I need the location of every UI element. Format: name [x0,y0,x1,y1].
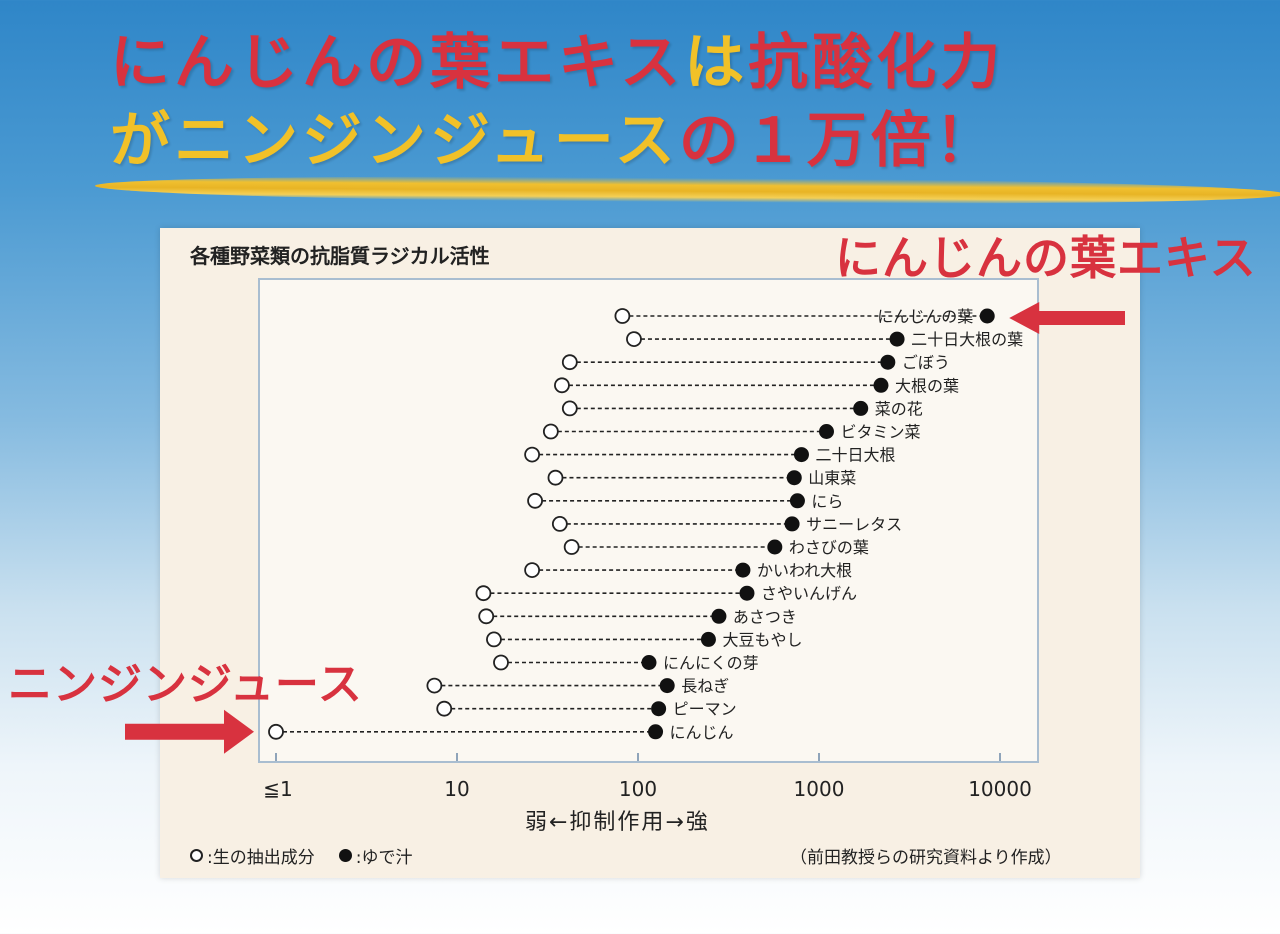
vegetable-label: ごぼう [902,353,950,372]
vegetable-label: かいわれ大根 [757,561,852,580]
boiled-point [711,608,727,624]
x-axis-label: 弱←抑制作用→強 [525,810,710,835]
chart-title: 各種野菜類の抗脂質ラジカル活性 [190,244,490,268]
raw-point [561,400,578,417]
boiled-point [979,308,995,324]
open-circle-icon [190,849,203,862]
x-tick-label: ≦1 [263,777,292,801]
raw-point [436,700,453,717]
raw-point [551,516,568,532]
raw-point [527,492,543,509]
boiled-point [789,493,805,509]
vegetable-label: にんじんの葉 [877,307,973,326]
headline-leaf-extract: にんじんの葉エキス [110,28,685,98]
vegetable-label: サニーレタス [806,515,902,534]
raw-point [478,608,495,625]
vegetable-label: にんじん [670,723,734,742]
legend-item-boiled: ●: :ゆで汁 [338,843,413,868]
boiled-point [648,724,664,740]
raw-point [614,308,631,324]
boiled-point [818,424,834,439]
vegetable-label: あさつき [733,607,797,626]
boiled-point [793,447,809,463]
boiled-point [651,701,667,717]
raw-point [554,377,570,394]
vegetable-label: 山東菜 [808,469,856,488]
raw-point [563,539,580,555]
vegetable-label: 二十日大根の葉 [911,330,1023,349]
callout-leaf-extract: にんじんの葉エキス [835,231,1257,285]
vegetable-label: にんにくの芽 [663,654,759,673]
boiled-point [735,562,751,578]
boiled-point [880,354,896,370]
x-tick-label: 1000 [794,777,845,801]
headline-particle-wa: は [684,28,749,98]
vegetable-label: にら [811,492,843,511]
legend: ○: :生の抽出成分 ●: :ゆで汁 [190,843,412,868]
raw-point [542,423,559,440]
legend-raw-label: :生の抽出成分 [207,848,315,868]
legend-boiled-label: :ゆで汁 [355,848,413,868]
plot-area [258,278,1039,763]
x-tick-label: 100 [619,777,657,801]
arrow-to-carrot-juice [125,709,254,754]
boiled-point [739,585,755,601]
raw-point [524,562,541,578]
filled-circle-icon [338,849,352,862]
x-tick-label: 10000 [968,777,1032,801]
raw-point [524,446,541,463]
boiled-point [889,331,905,347]
headline-ten-thousand-times: の１万倍！ [678,106,999,176]
raw-point [268,723,284,740]
callout-carrot-juice: ニンジンジュース [8,659,363,710]
vegetable-label: わさびの葉 [789,538,869,557]
vegetable-label: 大根の葉 [895,376,959,395]
vegetable-label: 二十日大根 [815,446,895,465]
raw-point [561,354,578,371]
raw-point [493,654,509,671]
headline-line-1: にんじんの葉エキスは抗酸化力 [110,14,1004,101]
boiled-point [659,678,675,694]
raw-point [486,631,502,648]
vegetable-label: ビタミン菜 [840,423,920,442]
boiled-point [767,539,783,555]
raw-point [547,469,564,486]
vegetable-label: 長ねぎ [681,677,729,696]
headline-particle-ga: が [110,106,174,176]
boiled-point [784,516,800,532]
headline-line-2: がニンジンジュースの１万倍！ [110,92,999,179]
x-tick-label: 10 [444,777,469,801]
boiled-point [853,400,869,416]
raw-point [426,677,443,694]
boiled-point [700,631,716,647]
vegetable-label: 大豆もやし [722,630,802,649]
boiled-point [786,470,802,486]
arrow-to-leaf-extract [1009,302,1125,334]
vegetable-label: 菜の花 [875,399,923,418]
raw-point [626,331,642,348]
boiled-point [873,377,889,393]
source-note: （前田教授らの研究資料より作成） [790,848,1062,868]
headline-antioxidant: 抗酸化力 [748,28,1005,98]
raw-point [475,585,492,602]
vegetable-label: さやいんげん [761,584,857,603]
vegetable-label: ピーマン [673,700,737,719]
legend-item-raw: ○: :生の抽出成分 [190,843,315,868]
headline-carrot-juice: ニンジンジュース [174,106,679,176]
boiled-point [641,655,657,670]
